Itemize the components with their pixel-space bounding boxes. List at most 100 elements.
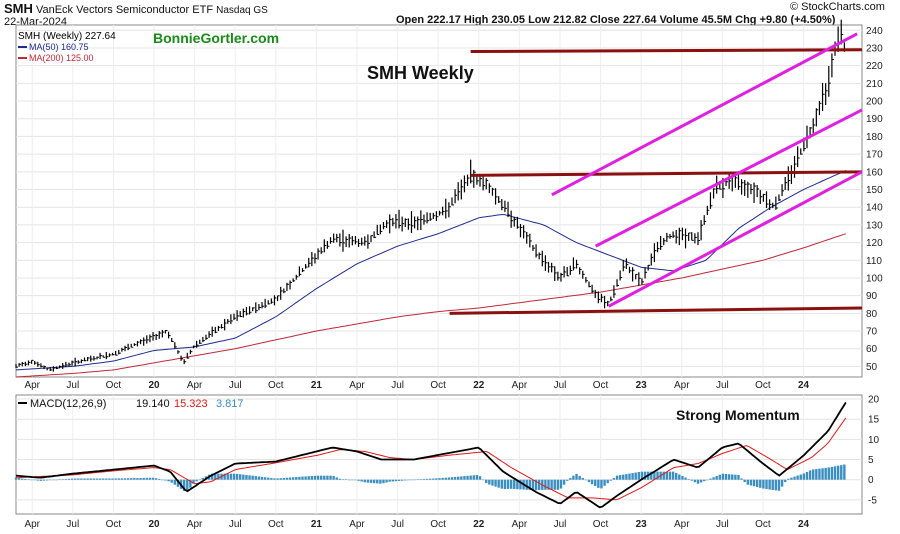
security-name: VanEck Vectors Semiconductor ETF <box>35 4 214 16</box>
macd-histogram-bar <box>752 479 756 487</box>
macd-histogram-bar <box>500 479 504 489</box>
macd-histogram-bar <box>581 478 584 480</box>
macd-histogram-bar <box>313 475 317 480</box>
macd-x-tick-label: Apr <box>349 519 365 530</box>
macd-histogram-bar <box>239 474 242 480</box>
legend-price-label: SMH (Weekly) 227.64 <box>18 31 116 42</box>
price-x-tick-label: 23 <box>636 380 648 391</box>
macd-x-tick-label: Jul <box>554 519 567 530</box>
macd-histogram-bar <box>450 477 454 480</box>
macd-histogram-bar <box>288 477 292 480</box>
macd-histogram-bar <box>534 479 538 491</box>
macd-histogram-bar <box>217 473 220 480</box>
macd-histogram-bar <box>251 475 254 480</box>
macd-histogram-bar <box>805 471 809 480</box>
macd-histogram-bar <box>108 478 111 480</box>
macd-histogram-bar <box>712 477 715 480</box>
macd-histogram-bar <box>428 478 432 480</box>
macd-histogram-bar <box>609 479 613 481</box>
macd-histogram-bar <box>372 479 376 484</box>
macd-histogram-bar <box>195 479 198 482</box>
macd-histogram-bar <box>640 471 644 480</box>
macd-panel: -5 0 5 10 15 20 Apr Jul Oct 20 Apr Jul Oct 21 Apr Jul Oc… <box>14 394 880 530</box>
macd-histogram-bar <box>316 475 320 480</box>
macd-y-tick-label: 15 <box>868 415 880 426</box>
macd-x-tick-label: Jul <box>716 519 729 530</box>
horizontal-trendline <box>470 48 863 54</box>
macd-histogram-bar <box>92 478 96 480</box>
macd-histogram-bar <box>254 476 257 480</box>
macd-histogram-bar <box>39 479 43 481</box>
macd-histogram-bar <box>575 473 578 480</box>
macd-histogram-bar <box>170 479 173 483</box>
macd-histogram-bar <box>410 479 413 481</box>
macd-histogram-bar <box>572 475 575 480</box>
macd-histogram-bar <box>83 478 86 480</box>
macd-histogram-bar <box>843 464 846 480</box>
macd-histogram-bar <box>808 470 812 480</box>
stockcharts-credit[interactable]: © StockCharts.com <box>790 1 885 13</box>
macd-histogram-bar <box>114 478 117 480</box>
macd-histogram-bar <box>466 475 469 480</box>
macd-histogram-bar <box>360 479 363 482</box>
macd-histogram-bar <box>475 475 479 480</box>
macd-histogram-bar <box>248 475 251 480</box>
macd-histogram-bar <box>681 476 684 480</box>
price-y-tick-label: 180 <box>866 132 883 143</box>
price-panel: 50 60 70 80 90 100 110 120 130 140 150 160 170 180 190… <box>15 19 883 391</box>
macd-histogram-bar <box>715 476 718 480</box>
macd-histogram-bar <box>777 479 781 491</box>
macd-histogram-bar <box>52 479 55 481</box>
macd-histogram-bar <box>625 474 628 480</box>
price-y-tick-label: 90 <box>866 291 878 302</box>
macd-histogram-bar <box>544 479 547 490</box>
legend-ma200-label: MA(200) 125.00 <box>29 53 94 63</box>
macd-histogram-bar <box>650 471 653 480</box>
macd-histogram-bar <box>86 478 89 480</box>
macd-value-label: 19.140 <box>136 398 170 410</box>
macd-histogram-bar <box>341 479 345 480</box>
macd-y-tick-label: 20 <box>868 395 880 406</box>
macd-histogram-bar <box>357 479 360 481</box>
macd-histogram-bar <box>587 479 591 483</box>
macd-histogram-bar <box>363 479 366 483</box>
macd-histogram-bar <box>123 478 127 480</box>
horizontal-trendline <box>449 306 863 315</box>
price-y-tick-label: 220 <box>866 61 883 72</box>
price-x-tick-label: Apr <box>187 380 203 391</box>
macd-histogram-bar <box>516 479 519 490</box>
macd-histogram-bar <box>80 478 83 480</box>
macd-histogram-bar <box>759 479 762 488</box>
macd-histogram-bar <box>693 479 697 483</box>
macd-line <box>15 402 847 509</box>
macd-histogram-bar <box>618 475 622 480</box>
macd-histogram-bar <box>145 477 148 480</box>
macd-histogram-bar <box>603 479 606 486</box>
macd-histogram-bar <box>120 478 124 480</box>
macd-histogram-bar <box>344 479 348 480</box>
macd-histogram-bar <box>379 479 382 484</box>
macd-histogram-bar <box>815 469 818 480</box>
macd-histogram-bar <box>158 478 161 480</box>
macd-histogram-bar <box>154 478 158 480</box>
chart-annotation-title: SMH Weekly <box>367 63 474 83</box>
macd-histogram-bar <box>671 471 675 480</box>
macd-histogram-bar <box>749 479 753 486</box>
macd-histogram-bar <box>628 473 631 480</box>
macd-histogram-bar <box>531 479 535 491</box>
macd-histogram-bar <box>49 479 52 481</box>
macd-histogram-bar <box>260 476 264 480</box>
macd-histogram-bar <box>827 467 830 480</box>
macd-x-tick-label: Jul <box>229 519 242 530</box>
macd-histogram-bar <box>790 477 793 480</box>
macd-histogram-bar <box>550 479 553 490</box>
price-x-tick-label: Oct <box>755 380 771 391</box>
macd-histogram-bar <box>235 473 239 480</box>
header-title-line: SMH VanEck Vectors Semiconductor ETF Nas… <box>4 1 268 16</box>
ma200-line <box>15 233 846 378</box>
macd-histogram-bar <box>768 479 771 490</box>
macd-histogram-bar <box>631 473 634 480</box>
price-y-tick-label: 80 <box>866 309 878 320</box>
macd-histogram-bar <box>706 479 709 481</box>
macd-histogram-bar <box>506 479 510 489</box>
